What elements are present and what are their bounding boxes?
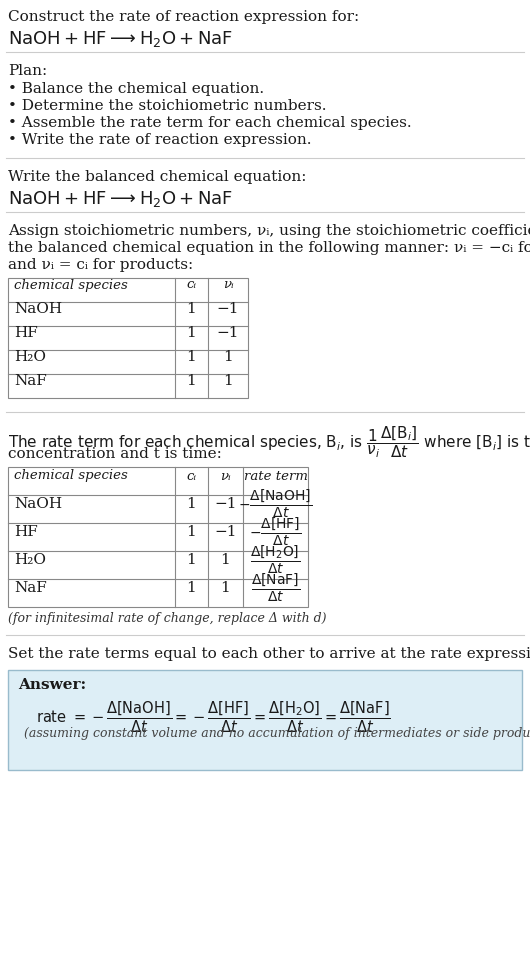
Text: 1: 1 xyxy=(223,374,233,388)
Text: HF: HF xyxy=(14,525,38,539)
Text: rate $= -\dfrac{\Delta[\mathrm{NaOH}]}{\Delta t} = -\dfrac{\Delta[\mathrm{HF}]}{: rate $= -\dfrac{\Delta[\mathrm{NaOH}]}{\… xyxy=(36,699,391,735)
Text: • Balance the chemical equation.: • Balance the chemical equation. xyxy=(8,82,264,96)
Text: −1: −1 xyxy=(214,497,237,511)
Text: • Write the rate of reaction expression.: • Write the rate of reaction expression. xyxy=(8,133,312,147)
Text: 1: 1 xyxy=(187,553,197,567)
Text: H₂O: H₂O xyxy=(14,553,46,567)
Text: The rate term for each chemical species, B$_i$, is $\dfrac{1}{\nu_i}\dfrac{\Delt: The rate term for each chemical species,… xyxy=(8,424,530,460)
Text: HF: HF xyxy=(14,326,38,340)
Text: • Determine the stoichiometric numbers.: • Determine the stoichiometric numbers. xyxy=(8,99,326,113)
Text: chemical species: chemical species xyxy=(14,469,128,482)
Text: $\mathrm{NaOH + HF \longrightarrow H_2O + NaF}$: $\mathrm{NaOH + HF \longrightarrow H_2O … xyxy=(8,29,233,49)
Text: concentration and t is time:: concentration and t is time: xyxy=(8,447,222,461)
Text: the balanced chemical equation in the following manner: νᵢ = −cᵢ for reactants: the balanced chemical equation in the fo… xyxy=(8,241,530,255)
Text: NaOH: NaOH xyxy=(14,302,62,316)
Text: NaF: NaF xyxy=(14,581,47,595)
Text: Assign stoichiometric numbers, νᵢ, using the stoichiometric coefficients, cᵢ, fr: Assign stoichiometric numbers, νᵢ, using… xyxy=(8,224,530,238)
Text: rate term: rate term xyxy=(243,469,307,482)
Text: 1: 1 xyxy=(187,350,197,364)
Text: H₂O: H₂O xyxy=(14,350,46,364)
Text: νᵢ: νᵢ xyxy=(223,279,233,292)
Text: Write the balanced chemical equation:: Write the balanced chemical equation: xyxy=(8,170,306,184)
Text: NaOH: NaOH xyxy=(14,497,62,511)
Text: Construct the rate of reaction expression for:: Construct the rate of reaction expressio… xyxy=(8,10,359,24)
Text: 1: 1 xyxy=(187,497,197,511)
Text: and νᵢ = cᵢ for products:: and νᵢ = cᵢ for products: xyxy=(8,258,193,272)
Text: cᵢ: cᵢ xyxy=(187,469,197,482)
Text: 1: 1 xyxy=(187,525,197,539)
Text: 1: 1 xyxy=(187,374,197,388)
Text: Plan:: Plan: xyxy=(8,64,47,78)
Text: $\dfrac{\Delta[\mathrm{NaF}]}{\Delta t}$: $\dfrac{\Delta[\mathrm{NaF}]}{\Delta t}$ xyxy=(251,572,300,605)
Text: $-\dfrac{\Delta[\mathrm{HF}]}{\Delta t}$: $-\dfrac{\Delta[\mathrm{HF}]}{\Delta t}$ xyxy=(249,516,302,548)
Text: −1: −1 xyxy=(217,326,239,340)
Text: $\dfrac{\Delta[\mathrm{H_2O}]}{\Delta t}$: $\dfrac{\Delta[\mathrm{H_2O}]}{\Delta t}… xyxy=(250,543,301,576)
Text: chemical species: chemical species xyxy=(14,279,128,292)
Text: Set the rate terms equal to each other to arrive at the rate expression:: Set the rate terms equal to each other t… xyxy=(8,647,530,661)
Bar xyxy=(8,670,522,770)
Text: NaF: NaF xyxy=(14,374,47,388)
Text: −1: −1 xyxy=(217,302,239,316)
Bar xyxy=(8,467,308,607)
Text: νᵢ: νᵢ xyxy=(220,469,231,482)
Text: $\mathrm{NaOH + HF \longrightarrow H_2O + NaF}$: $\mathrm{NaOH + HF \longrightarrow H_2O … xyxy=(8,189,233,209)
Text: 1: 1 xyxy=(187,581,197,595)
Text: $-\dfrac{\Delta[\mathrm{NaOH}]}{\Delta t}$: $-\dfrac{\Delta[\mathrm{NaOH}]}{\Delta t… xyxy=(238,488,313,520)
Text: 1: 1 xyxy=(187,302,197,316)
Text: 1: 1 xyxy=(220,553,231,567)
Text: Answer:: Answer: xyxy=(18,678,86,692)
Text: cᵢ: cᵢ xyxy=(187,279,197,292)
Text: 1: 1 xyxy=(223,350,233,364)
Text: (for infinitesimal rate of change, replace Δ with d): (for infinitesimal rate of change, repla… xyxy=(8,612,326,625)
Text: −1: −1 xyxy=(214,525,237,539)
Text: (assuming constant volume and no accumulation of intermediates or side products): (assuming constant volume and no accumul… xyxy=(24,727,530,740)
Text: 1: 1 xyxy=(220,581,231,595)
Bar xyxy=(8,278,248,398)
Text: 1: 1 xyxy=(187,326,197,340)
Text: • Assemble the rate term for each chemical species.: • Assemble the rate term for each chemic… xyxy=(8,116,412,130)
